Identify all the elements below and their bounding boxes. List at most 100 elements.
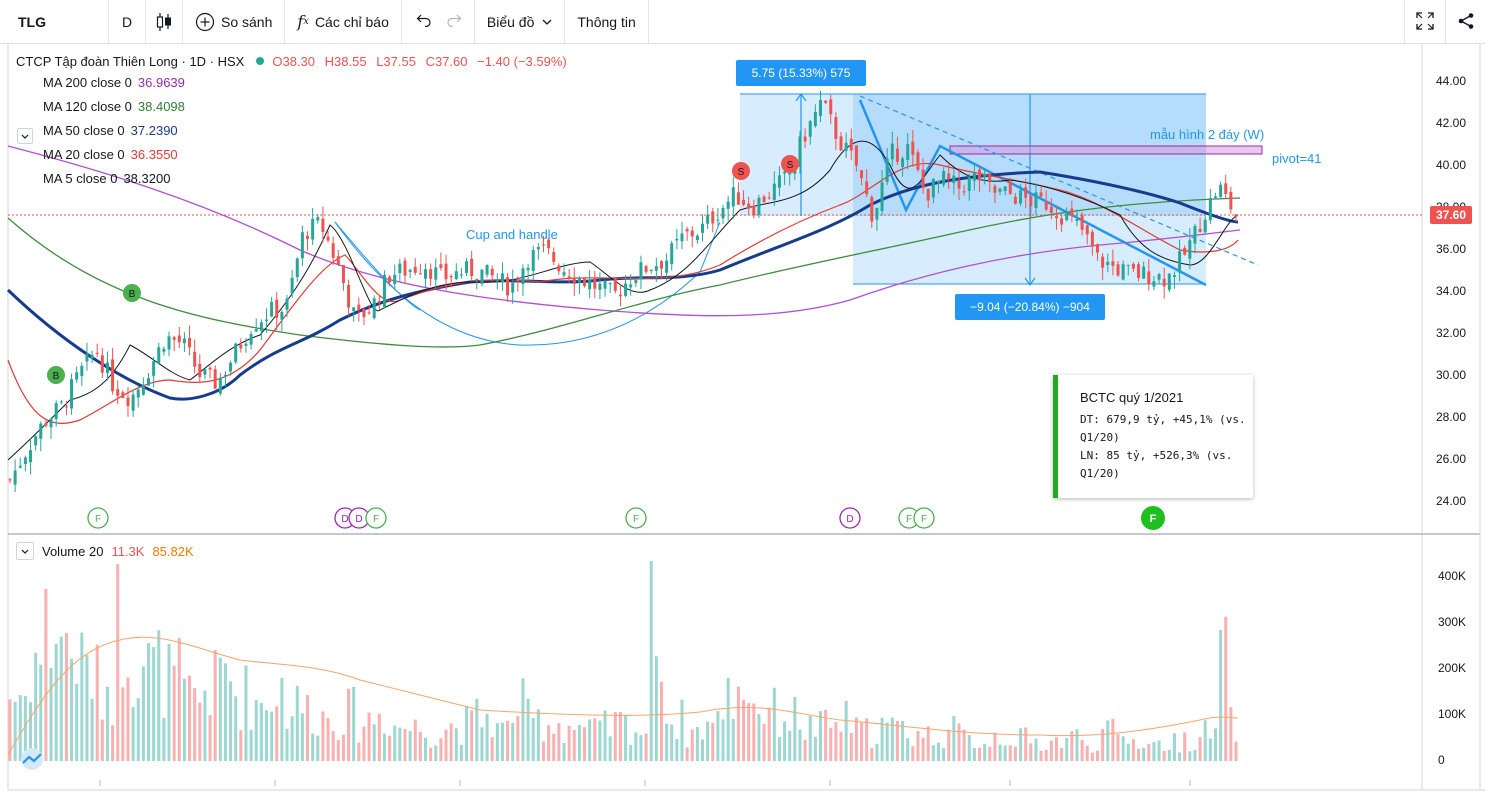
volume-bar[interactable] bbox=[64, 633, 68, 761]
candle-body[interactable] bbox=[157, 347, 161, 364]
volume-bar[interactable] bbox=[1208, 738, 1212, 761]
volume-bar[interactable] bbox=[1121, 736, 1125, 761]
candle-body[interactable] bbox=[100, 355, 104, 373]
candle-body[interactable] bbox=[613, 278, 617, 291]
volume-bar[interactable] bbox=[454, 728, 458, 761]
candle-body[interactable] bbox=[500, 273, 504, 283]
volume-bar[interactable] bbox=[962, 729, 966, 761]
ma120-line[interactable] bbox=[7, 197, 1241, 348]
volume-bar[interactable] bbox=[911, 746, 915, 761]
volume-bar[interactable] bbox=[670, 724, 674, 761]
candle-body[interactable] bbox=[8, 479, 12, 481]
candle-body[interactable] bbox=[29, 450, 33, 463]
volume-bar[interactable] bbox=[613, 712, 617, 761]
volume-bar[interactable] bbox=[239, 730, 243, 761]
candle-body[interactable] bbox=[742, 199, 746, 205]
volume-bar[interactable] bbox=[295, 685, 299, 761]
candle-body[interactable] bbox=[372, 298, 376, 319]
volume-bar[interactable] bbox=[275, 706, 279, 761]
volume-bar[interactable] bbox=[1116, 734, 1120, 761]
candle-body[interactable] bbox=[347, 285, 351, 308]
volume-bar[interactable] bbox=[803, 739, 807, 761]
volume-bar[interactable] bbox=[1075, 729, 1079, 761]
volume-bar[interactable] bbox=[1044, 749, 1048, 761]
volume-bar[interactable] bbox=[798, 729, 802, 761]
candle-body[interactable] bbox=[34, 436, 38, 446]
volume-bar[interactable] bbox=[742, 699, 746, 761]
price-axis[interactable]: 44.0042.0040.0038.0036.0034.0032.0030.00… bbox=[1436, 74, 1466, 508]
candle-body[interactable] bbox=[1101, 256, 1105, 268]
event-marker-f[interactable]: F bbox=[625, 507, 647, 529]
volume-bar[interactable] bbox=[767, 707, 771, 761]
volume-bar[interactable] bbox=[121, 687, 125, 761]
volume-bar[interactable] bbox=[547, 725, 551, 761]
candle-body[interactable] bbox=[275, 299, 279, 318]
candle-body[interactable] bbox=[403, 260, 407, 276]
candle-body[interactable] bbox=[1034, 192, 1038, 209]
volume-bar[interactable] bbox=[357, 742, 361, 761]
candle-body[interactable] bbox=[341, 265, 345, 283]
volume-bar[interactable] bbox=[818, 711, 822, 761]
compare-button[interactable]: So sánh bbox=[183, 0, 284, 44]
candle-body[interactable] bbox=[608, 283, 612, 285]
candle-body[interactable] bbox=[1193, 226, 1197, 244]
volume-bar[interactable] bbox=[85, 655, 89, 761]
candle-body[interactable] bbox=[116, 389, 120, 396]
candle-body[interactable] bbox=[105, 362, 109, 374]
candle-body[interactable] bbox=[1049, 206, 1053, 213]
volume-bar[interactable] bbox=[854, 717, 858, 761]
candle-body[interactable] bbox=[44, 423, 48, 426]
candle-body[interactable] bbox=[654, 266, 658, 271]
volume-bar[interactable] bbox=[557, 723, 561, 761]
volume-bar[interactable] bbox=[90, 698, 94, 761]
candle-body[interactable] bbox=[721, 207, 725, 219]
volume-bar[interactable] bbox=[188, 675, 192, 761]
volume-bar[interactable] bbox=[834, 722, 838, 761]
candle-body[interactable] bbox=[716, 219, 720, 221]
volume-bar[interactable] bbox=[603, 710, 607, 761]
candle-body[interactable] bbox=[413, 266, 417, 273]
candle-body[interactable] bbox=[70, 379, 74, 409]
volume-bar[interactable] bbox=[218, 657, 222, 761]
candle-body[interactable] bbox=[295, 258, 299, 278]
volume-bar[interactable] bbox=[706, 721, 710, 761]
volume-bar[interactable] bbox=[788, 730, 792, 761]
candle-body[interactable] bbox=[244, 343, 248, 346]
volume-bar[interactable] bbox=[844, 701, 848, 761]
candle-body[interactable] bbox=[659, 261, 663, 269]
chart-style-button[interactable] bbox=[146, 0, 182, 44]
volume-bar[interactable] bbox=[541, 741, 545, 761]
volume-bar[interactable] bbox=[906, 738, 910, 761]
volume-bar[interactable] bbox=[398, 727, 402, 761]
candle-body[interactable] bbox=[470, 258, 474, 277]
candle-body[interactable] bbox=[988, 173, 992, 182]
volume-bar[interactable] bbox=[567, 725, 571, 761]
candle-body[interactable] bbox=[531, 250, 535, 271]
volume-bar[interactable] bbox=[377, 713, 381, 761]
candle-body[interactable] bbox=[229, 362, 233, 372]
volume-bar[interactable] bbox=[1213, 728, 1217, 761]
volume-bar[interactable] bbox=[931, 745, 935, 761]
volume-bar[interactable] bbox=[429, 747, 433, 761]
candle-body[interactable] bbox=[331, 243, 335, 258]
candle-body[interactable] bbox=[311, 218, 315, 240]
candle-body[interactable] bbox=[300, 232, 304, 259]
volume-bar[interactable] bbox=[1054, 737, 1058, 761]
volume-label[interactable]: Volume 20 bbox=[42, 543, 104, 559]
volume-bar[interactable] bbox=[675, 738, 679, 761]
volume-bar[interactable] bbox=[306, 695, 310, 761]
candle-body[interactable] bbox=[541, 244, 545, 246]
volume-bar[interactable] bbox=[182, 678, 186, 761]
candle-body[interactable] bbox=[13, 470, 17, 485]
candle-body[interactable] bbox=[916, 152, 920, 170]
info-button[interactable]: Thông tin bbox=[565, 0, 647, 44]
volume-bar[interactable] bbox=[1029, 743, 1033, 761]
volume-bar[interactable] bbox=[1019, 728, 1023, 761]
candle-body[interactable] bbox=[1085, 225, 1089, 235]
volume-bar[interactable] bbox=[952, 715, 956, 761]
candle-body[interactable] bbox=[367, 312, 371, 314]
candle-body[interactable] bbox=[377, 301, 381, 303]
candle-body[interactable] bbox=[59, 401, 63, 403]
ma-legend-row[interactable]: MA 50 close 0 37.2390 bbox=[16, 118, 573, 142]
